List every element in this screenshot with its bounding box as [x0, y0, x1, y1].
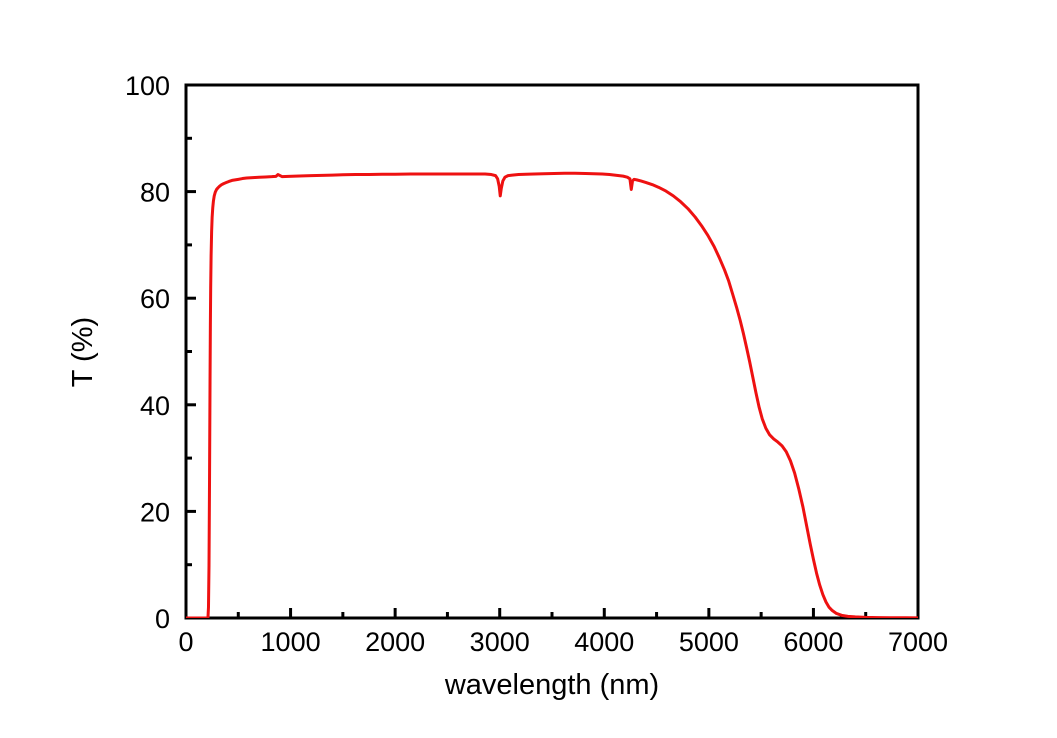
- x-axis-major-ticks: [184, 608, 920, 618]
- y-tick-label: 40: [140, 391, 170, 421]
- x-axis-title: wavelength (nm): [444, 669, 659, 701]
- x-tick-label: 7000: [888, 627, 948, 657]
- y-tick-label: 100: [125, 71, 170, 101]
- x-tick-label: 4000: [574, 627, 634, 657]
- y-tick-label: 60: [140, 284, 170, 314]
- x-tick-label: 0: [178, 627, 193, 657]
- y-tick-label: 80: [140, 178, 170, 208]
- x-tick-label: 5000: [679, 627, 739, 657]
- data-series-group: [186, 171, 918, 618]
- y-axis-tick-labels: 0 20 40 60 80 100: [125, 71, 170, 634]
- y-tick-label: 20: [140, 497, 170, 527]
- x-axis-minor-ticks: [236, 612, 868, 618]
- y-axis-minor-ticks: [186, 136, 192, 567]
- x-tick-label: 1000: [261, 627, 321, 657]
- x-tick-label: 2000: [365, 627, 425, 657]
- y-tick-label: 0: [155, 604, 170, 634]
- series-line: [186, 171, 918, 618]
- x-tick-label: 3000: [470, 627, 530, 657]
- y-axis-title: T (%): [67, 317, 99, 387]
- x-axis-tick-labels: 0 1000 2000 3000 4000 5000 6000 7000: [178, 627, 948, 657]
- x-tick-label: 6000: [783, 627, 843, 657]
